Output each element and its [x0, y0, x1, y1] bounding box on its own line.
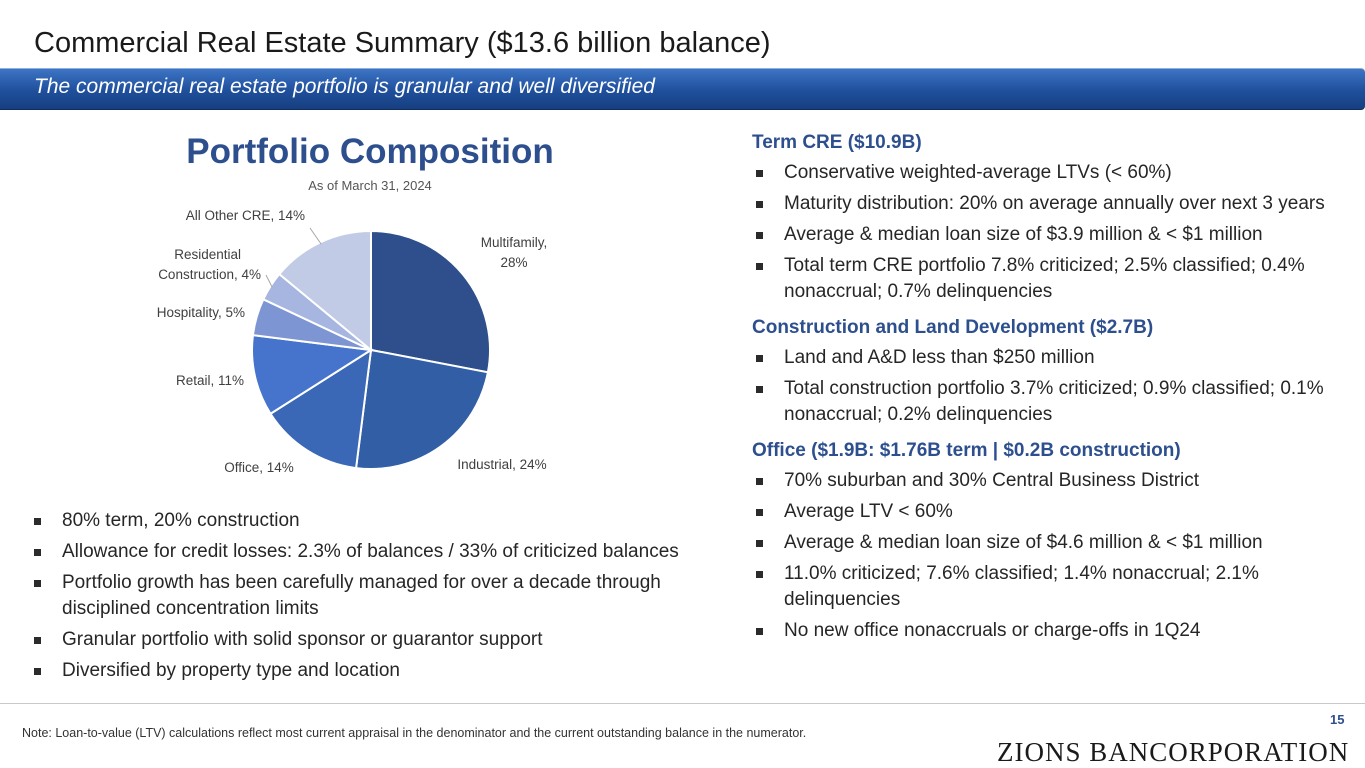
bullet-square-icon	[756, 355, 763, 362]
pie-slice-office	[269, 348, 373, 470]
section-bullets: Land and A&D less than $250 million Tota…	[752, 345, 1362, 428]
section-bullets: 70% suburban and 30% Central Business Di…	[752, 468, 1362, 644]
bullet-text: Total construction portfolio 3.7% critic…	[784, 378, 1324, 425]
company-logo: ZIONS BANCORPORATION	[997, 737, 1350, 767]
bullet-text: Granular portfolio with solid sponsor or…	[62, 629, 543, 650]
label-leader-line	[309, 227, 322, 245]
list-item: Average & median loan size of $3.9 milli…	[752, 222, 1362, 248]
list-item: Average LTV < 60%	[752, 499, 1362, 525]
section-term-cre: Term CRE ($10.9B) Conservative weighted-…	[752, 130, 1362, 305]
list-item: Portfolio growth has been carefully mana…	[30, 570, 730, 622]
label-leader-line	[265, 274, 273, 288]
bullet-square-icon	[34, 518, 41, 525]
pie-label-multifamily: Multifamily, 28%	[481, 235, 548, 270]
section-construction: Construction and Land Development ($2.7B…	[752, 315, 1362, 428]
details-panel: Term CRE ($10.9B) Conservative weighted-…	[752, 130, 1362, 654]
footnote: Note: Loan-to-value (LTV) calculations r…	[22, 726, 807, 740]
list-item: Granular portfolio with solid sponsor or…	[30, 627, 730, 653]
bullet-text: Portfolio growth has been carefully mana…	[62, 572, 661, 619]
bullet-text: Land and A&D less than $250 million	[784, 347, 1095, 368]
bullet-text: 80% term, 20% construction	[62, 510, 300, 531]
summary-bullets: 80% term, 20% construction Allowance for…	[30, 508, 730, 689]
section-bullets: Conservative weighted-average LTVs (< 60…	[752, 160, 1362, 305]
bullet-text: Average & median loan size of $3.9 milli…	[784, 224, 1263, 245]
subtitle-banner	[0, 68, 1365, 110]
list-item: Diversified by property type and locatio…	[30, 658, 730, 684]
list-item: Land and A&D less than $250 million	[752, 345, 1362, 371]
bullet-square-icon	[756, 170, 763, 177]
pie-label-office: Office, 14%	[224, 460, 294, 475]
pie-chart: Multifamily, 28% Industrial, 24% Office, 14…	[157, 208, 548, 475]
pie-label-retail: Retail, 11%	[176, 373, 244, 388]
bullet-text: Average LTV < 60%	[784, 501, 953, 522]
bullet-square-icon	[756, 232, 763, 239]
bullet-square-icon	[756, 478, 763, 485]
list-item: No new office nonaccruals or charge-offs…	[752, 618, 1362, 644]
chart-title: Portfolio Composition	[186, 132, 554, 171]
list-item: Conservative weighted-average LTVs (< 60…	[752, 160, 1362, 186]
bullet-text: Average & median loan size of $4.6 milli…	[784, 532, 1263, 553]
list-item: Total term CRE portfolio 7.8% criticized…	[752, 253, 1362, 305]
pie-label-residential-construction: Residential Construction, 4%	[158, 247, 261, 282]
bullet-square-icon	[756, 263, 763, 270]
bullet-square-icon	[756, 628, 763, 635]
section-office: Office ($1.9B: $1.76B term | $0.2B const…	[752, 438, 1362, 644]
list-item: Maturity distribution: 20% on average an…	[752, 191, 1362, 217]
list-item: 80% term, 20% construction	[30, 508, 730, 534]
list-item: Total construction portfolio 3.7% critic…	[752, 376, 1362, 428]
list-item: Allowance for credit losses: 2.3% of bal…	[30, 539, 730, 565]
bullet-square-icon	[756, 386, 763, 393]
slide-subtitle: The commercial real estate portfolio is …	[34, 75, 655, 98]
bullet-text: 70% suburban and 30% Central Business Di…	[784, 470, 1200, 491]
page-number: 15	[1330, 712, 1345, 727]
bullet-square-icon	[34, 580, 41, 587]
bullet-square-icon	[34, 637, 41, 644]
pie-slice-industrial	[354, 348, 490, 470]
slide-title: Commercial Real Estate Summary ($13.6 bi…	[34, 27, 771, 59]
bullet-square-icon	[756, 201, 763, 208]
bullet-text: Conservative weighted-average LTVs (< 60…	[784, 162, 1172, 183]
section-heading: Office ($1.9B: $1.76B term | $0.2B const…	[752, 440, 1181, 461]
bullet-text: Allowance for credit losses: 2.3% of bal…	[62, 541, 679, 562]
pie-label-hospitality: Hospitality, 5%	[157, 305, 245, 320]
list-item: 70% suburban and 30% Central Business Di…	[752, 468, 1362, 494]
pie-label-all-other-cre: All Other CRE, 14%	[186, 208, 305, 223]
bullet-text: Diversified by property type and locatio…	[62, 660, 400, 681]
pie-slice-retail	[251, 333, 374, 416]
list-item: Average & median loan size of $4.6 milli…	[752, 530, 1362, 556]
bullet-text: Maturity distribution: 20% on average an…	[784, 193, 1325, 214]
pie-slice-multifamily	[370, 229, 491, 374]
bullet-square-icon	[34, 668, 41, 675]
list-item: 11.0% criticized; 7.6% classified; 1.4% …	[752, 561, 1362, 613]
bullet-square-icon	[34, 549, 41, 556]
bullet-square-icon	[756, 540, 763, 547]
bullet-text: Total term CRE portfolio 7.8% criticized…	[784, 255, 1305, 302]
section-heading: Term CRE ($10.9B)	[752, 132, 922, 153]
chart-subtitle: As of March 31, 2024	[308, 178, 432, 193]
bullet-text: 11.0% criticized; 7.6% classified; 1.4% …	[784, 563, 1259, 610]
pie-label-industrial: Industrial, 24%	[457, 457, 546, 472]
section-heading: Construction and Land Development ($2.7B…	[752, 317, 1154, 338]
footer-divider	[0, 703, 1365, 704]
bullet-text: No new office nonaccruals or charge-offs…	[784, 620, 1201, 641]
bullet-square-icon	[756, 509, 763, 516]
bullet-square-icon	[756, 571, 763, 578]
